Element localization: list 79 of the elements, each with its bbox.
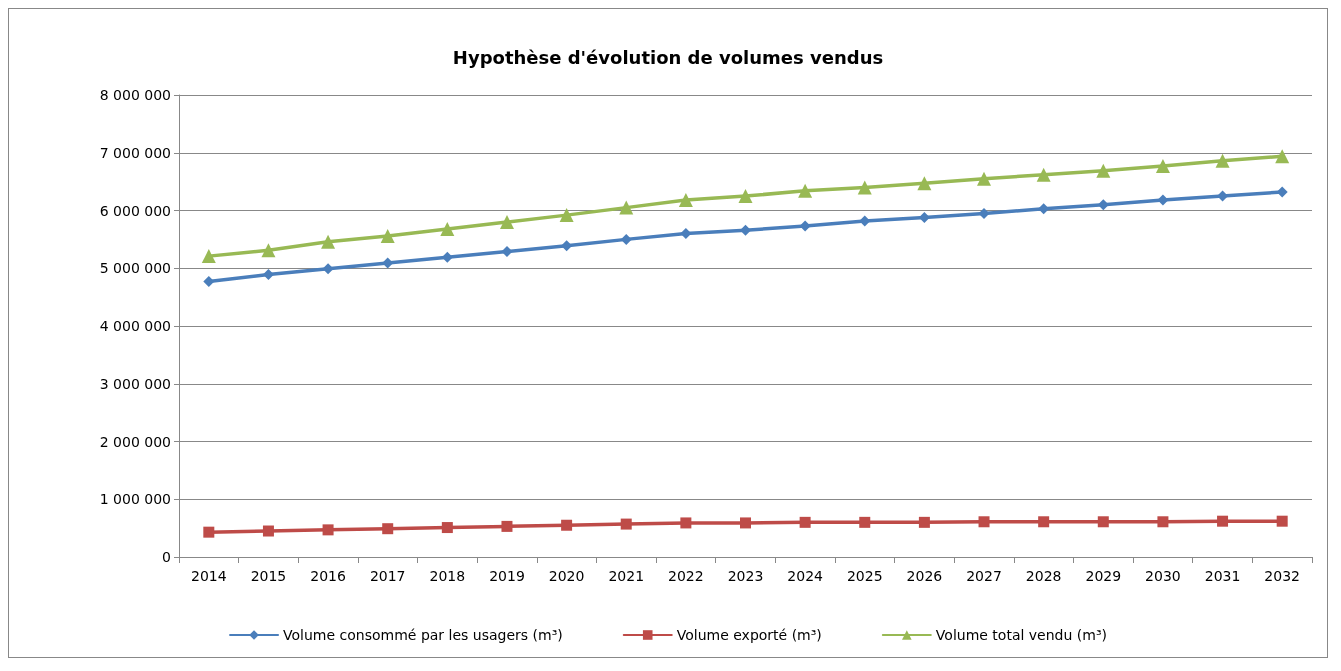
legend-label: Volume total vendu (m³) bbox=[935, 627, 1107, 643]
point bbox=[859, 516, 871, 528]
point bbox=[678, 193, 693, 208]
point bbox=[1215, 153, 1230, 168]
legend-label: Volume consommé par les usagers (m³) bbox=[283, 627, 563, 643]
x-tick-label: 2028 bbox=[1025, 568, 1062, 584]
y-tick-label: 5 000 000 bbox=[99, 260, 171, 277]
point bbox=[201, 249, 216, 264]
point bbox=[499, 215, 514, 230]
point bbox=[441, 522, 453, 534]
point bbox=[382, 523, 394, 535]
point bbox=[619, 200, 634, 215]
x-tick-label: 2023 bbox=[727, 568, 764, 584]
x-tick-label: 2030 bbox=[1145, 568, 1181, 584]
point bbox=[1096, 163, 1111, 178]
point bbox=[380, 228, 395, 243]
x-tick-label: 2015 bbox=[250, 568, 287, 584]
point bbox=[501, 520, 513, 532]
point bbox=[1097, 516, 1109, 528]
x-tick-label: 2021 bbox=[608, 568, 645, 584]
point bbox=[1276, 515, 1288, 527]
point bbox=[977, 171, 992, 186]
point bbox=[857, 180, 872, 195]
x-tick-label: 2016 bbox=[310, 568, 346, 584]
point bbox=[799, 220, 811, 232]
point bbox=[559, 208, 574, 223]
x-tick-label: 2031 bbox=[1204, 568, 1241, 584]
point bbox=[1157, 516, 1169, 528]
legend-label: Volume exporté (m³) bbox=[676, 627, 822, 643]
point bbox=[262, 525, 274, 537]
point bbox=[501, 246, 513, 257]
point bbox=[261, 243, 276, 258]
point bbox=[1157, 194, 1169, 206]
point bbox=[203, 276, 215, 288]
point bbox=[322, 524, 334, 536]
x-tick-label: 2019 bbox=[489, 568, 525, 584]
y-tick-label: 3 000 000 bbox=[99, 375, 171, 392]
y-tick-label: 8 000 000 bbox=[99, 87, 171, 103]
y-tick-label: 7 000 000 bbox=[99, 144, 171, 161]
point bbox=[440, 221, 455, 236]
x-tick-label: 2018 bbox=[429, 568, 466, 584]
x-tick-label: 2017 bbox=[369, 568, 406, 584]
point bbox=[680, 517, 692, 529]
point bbox=[740, 517, 751, 529]
point bbox=[322, 263, 334, 275]
x-tick-label: 2025 bbox=[846, 568, 883, 584]
point bbox=[918, 516, 930, 528]
y-tick-label: 2 000 000 bbox=[99, 433, 171, 450]
x-tick-label: 2014 bbox=[191, 568, 227, 584]
point bbox=[620, 518, 632, 530]
point bbox=[740, 224, 751, 236]
x-tick-label: 2026 bbox=[906, 568, 943, 584]
x-tick-label: 2022 bbox=[668, 568, 704, 584]
point bbox=[917, 176, 932, 191]
point bbox=[561, 519, 573, 531]
point bbox=[1275, 149, 1290, 164]
x-tick-label: 2024 bbox=[787, 568, 824, 584]
point bbox=[798, 183, 813, 198]
x-tick-label: 2020 bbox=[548, 568, 585, 584]
point bbox=[321, 234, 336, 249]
point bbox=[799, 516, 811, 528]
y-tick-label: 6 000 000 bbox=[99, 202, 171, 219]
point bbox=[1217, 515, 1229, 527]
y-tick-label: 4 000 000 bbox=[99, 318, 171, 334]
x-tick-label: 2027 bbox=[966, 568, 1002, 584]
y-tick-label: 0 bbox=[162, 549, 171, 565]
point bbox=[738, 189, 753, 204]
point bbox=[1155, 159, 1170, 174]
y-tick-label: 1 000 000 bbox=[99, 491, 171, 508]
point bbox=[1038, 516, 1050, 528]
point bbox=[620, 233, 632, 245]
x-tick-label: 2029 bbox=[1085, 568, 1122, 584]
point bbox=[203, 526, 215, 538]
point bbox=[1097, 199, 1109, 211]
point bbox=[1036, 167, 1051, 182]
point bbox=[978, 516, 990, 528]
x-tick-label: 2032 bbox=[1264, 568, 1300, 584]
chart-title: Hypothèse d'évolution de volumes vendus bbox=[452, 46, 884, 68]
point bbox=[262, 269, 274, 281]
